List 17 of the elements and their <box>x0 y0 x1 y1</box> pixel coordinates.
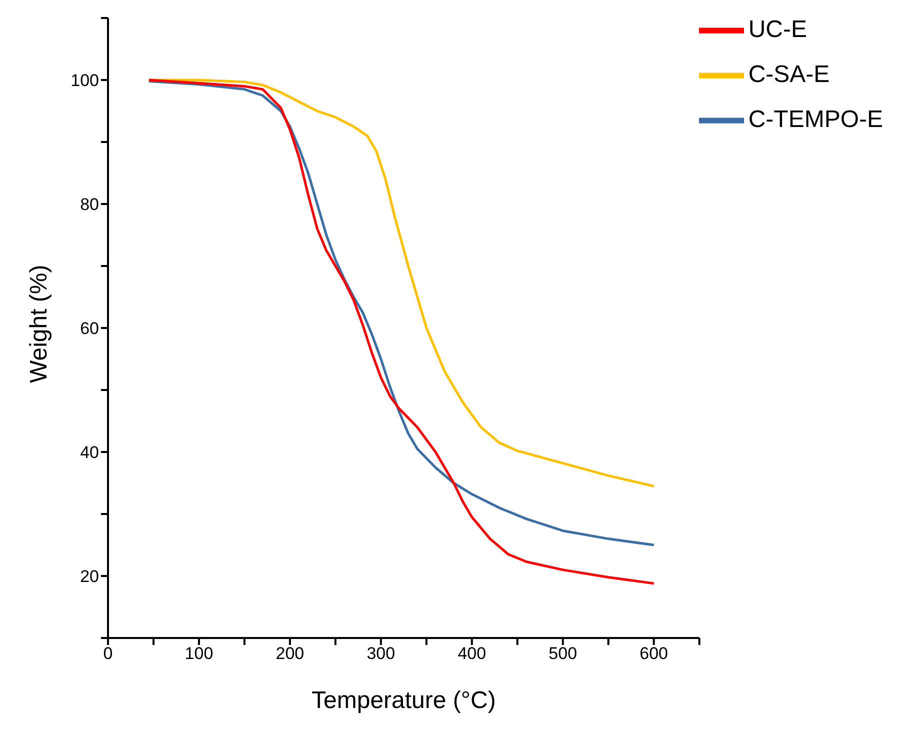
x-tick-label: 100 <box>184 644 214 664</box>
x-tick-label: 500 <box>548 644 578 664</box>
legend-label: UC-E <box>748 16 807 43</box>
y-tick-label: 60 <box>80 319 99 338</box>
x-tick-label: 400 <box>458 644 486 664</box>
x-tick-label: 0 <box>103 644 113 664</box>
legend-label: C-TEMPO-E <box>748 106 883 133</box>
x-tick-label: 200 <box>276 644 304 664</box>
x-tick-label: 600 <box>640 644 668 664</box>
x-tick-label: 300 <box>366 644 396 664</box>
y-tick-label: 40 <box>80 443 99 462</box>
x-axis-title: Temperature (°C) <box>312 687 496 714</box>
y-tick-label: 20 <box>80 567 99 586</box>
y-axis-title: Weight (%) <box>26 264 53 383</box>
y-tick-label: 80 <box>80 195 99 214</box>
y-tick-label: 100 <box>70 71 99 90</box>
legend-label: C-SA-E <box>748 60 830 88</box>
